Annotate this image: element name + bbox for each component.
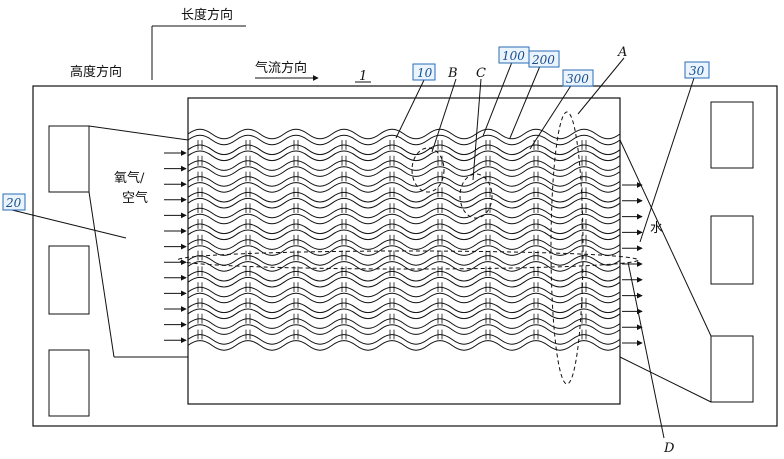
channel-wall-1-lower <box>187 134 621 146</box>
leader-100 <box>482 61 513 137</box>
gas-flow-direction-label: 气流方向 <box>255 60 307 76</box>
channel-wall-12-upper <box>187 302 621 314</box>
part-label-1: 1 <box>359 69 367 84</box>
channel-wall-7-upper <box>187 223 621 235</box>
boxed-ref-10: 10 <box>412 63 436 81</box>
channel-wall-8-upper <box>187 239 621 250</box>
channel-wall-9-upper <box>187 255 621 266</box>
channel-wall-10-upper <box>187 270 621 282</box>
right-port-bottom <box>710 335 754 403</box>
axis-indicator: 长度方向 高度方向 <box>70 7 246 80</box>
leader-300 <box>529 83 573 150</box>
channel-wall-14-upper <box>187 334 621 345</box>
boxed-ref-300-text: 300 <box>566 72 589 86</box>
channel-wall-3-lower <box>187 166 621 177</box>
channel-wall-4-upper <box>187 176 621 187</box>
length-direction-label: 长度方向 <box>181 7 233 23</box>
leader-20 <box>11 209 127 239</box>
boxed-ref-200-text: 200 <box>531 53 555 67</box>
region-ellipse-D <box>177 250 639 270</box>
channel-wall-13-upper <box>187 318 621 329</box>
channel-wall-6-lower <box>187 213 621 225</box>
region-ellipse-A <box>550 111 584 385</box>
boxed-ref-10-text: 10 <box>417 66 433 80</box>
channel-wall-12-lower <box>187 308 621 320</box>
ref-label-C: C <box>476 66 486 81</box>
height-direction-label: 高度方向 <box>70 64 122 80</box>
channel-wall-3-upper <box>187 160 621 171</box>
right-ports <box>710 101 754 403</box>
boxed-ref-20-text: 20 <box>5 196 22 210</box>
gas-flow-direction: 气流方向 <box>255 60 319 81</box>
channel-wall-4-lower <box>187 182 621 193</box>
channel-wall-2-upper <box>187 144 621 156</box>
leader-C <box>472 78 482 181</box>
boxed-ref-300: 300 <box>562 69 594 87</box>
leader-30 <box>639 77 695 243</box>
leader-200 <box>509 65 541 139</box>
right-port-top <box>710 101 754 169</box>
leader-B <box>431 78 457 153</box>
flow-channels <box>187 128 621 351</box>
leader-10 <box>395 77 426 139</box>
channel-wall-7-lower <box>187 229 621 241</box>
channel-wall-11-upper <box>187 286 621 298</box>
detail-ellipse-B <box>411 147 445 193</box>
outlet-arrows <box>622 182 643 346</box>
channel-wall-14-lower <box>187 340 621 351</box>
inlet-line-diagonal <box>88 191 115 358</box>
boxed-ref-100-text: 100 <box>502 49 525 63</box>
water-label: 水 <box>650 221 663 236</box>
inlet-arrows <box>164 150 187 344</box>
oxygen-air-label-line1: 氧气/ <box>114 170 145 186</box>
oxygen-air-label-line2: 空气 <box>122 190 148 206</box>
leader-D <box>627 261 665 439</box>
left-port-middle <box>48 245 90 315</box>
boxed-ref-100: 100 <box>498 46 530 64</box>
channel-wall-6-upper <box>187 207 621 219</box>
boxed-ref-30: 30 <box>684 61 710 79</box>
ref-label-B: B <box>447 66 458 81</box>
channel-wall-13-lower <box>187 324 621 335</box>
right-port-middle <box>710 215 754 285</box>
channel-wall-11-lower <box>187 292 621 304</box>
outlet-line-bottom <box>619 356 712 403</box>
left-ports <box>48 125 90 417</box>
left-port-bottom <box>48 349 90 417</box>
channel-wall-10-lower <box>187 276 621 288</box>
outlet-line-diagonal <box>619 139 712 337</box>
channel-wall-2-lower <box>187 150 621 162</box>
ref-label-D: D <box>663 441 675 456</box>
boxed-ref-200: 200 <box>528 50 560 68</box>
inlet-line-top <box>88 125 189 141</box>
boxed-ref-20: 20 <box>2 193 26 211</box>
channel-wall-1-upper <box>187 128 621 140</box>
ref-label-A: A <box>617 45 627 60</box>
left-port-top <box>48 125 90 193</box>
leader-A <box>577 57 625 115</box>
channel-wall-5-lower <box>187 197 621 209</box>
detail-ellipse-C <box>459 173 493 219</box>
boxed-ref-30-text: 30 <box>689 64 705 78</box>
outer-plate <box>32 85 778 427</box>
channel-wall-5-upper <box>187 191 621 203</box>
